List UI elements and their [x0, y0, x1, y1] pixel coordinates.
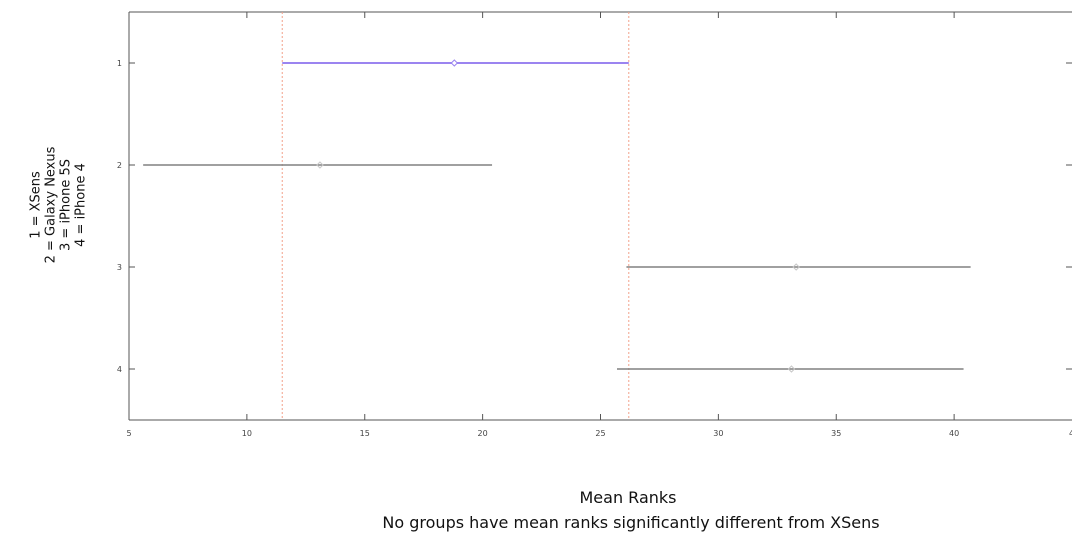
axis-tick-labels: 5 10 15 20 25 30 35 40 4 1 2 3 4	[117, 59, 1072, 438]
x-tick-label-edge: 4	[1069, 429, 1072, 438]
chart-subtitle: No groups have mean ranks significantly …	[382, 513, 879, 532]
x-tick-label-35: 35	[831, 429, 841, 438]
x-axis-label: Mean Ranks	[580, 488, 677, 507]
y-axis-label: 1 = XSens2 = Galaxy Nexus3 = iPhone 5S4 …	[29, 146, 89, 263]
y-label-line-4: 4 = iPhone 4	[74, 163, 89, 247]
x-tick-label-25: 25	[595, 429, 605, 438]
y-tick-label-3: 3	[117, 263, 122, 272]
y-tick-label-1: 1	[117, 59, 122, 68]
x-tick-label-15: 15	[360, 429, 370, 438]
x-tick-label-20: 20	[478, 429, 488, 438]
reference-lines	[281, 12, 630, 420]
mean-marker-group-2	[316, 161, 324, 169]
x-tick-label-30: 30	[713, 429, 723, 438]
mean-marker-group-3	[792, 263, 800, 271]
x-tick-label-10: 10	[242, 429, 252, 438]
plot-frame	[128, 11, 1072, 421]
y-tick-label-4: 4	[117, 365, 122, 374]
y-label-line-2: 2 = Galaxy Nexus	[44, 146, 59, 263]
axis-ticks	[128, 12, 1072, 420]
y-label-line-3: 3 = iPhone 5S	[59, 159, 74, 251]
mean-marker-group-4	[787, 365, 796, 373]
x-tick-label-5: 5	[126, 429, 131, 438]
interval-series	[143, 59, 971, 373]
y-label-line-1: 1 = XSens	[29, 171, 44, 239]
y-tick-label-2: 2	[117, 161, 122, 170]
mean-marker-group-1	[450, 59, 459, 67]
x-tick-label-40: 40	[949, 429, 959, 438]
